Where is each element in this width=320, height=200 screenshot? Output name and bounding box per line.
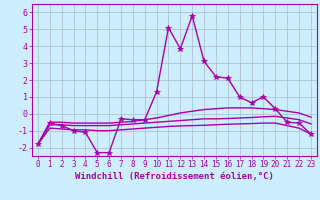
X-axis label: Windchill (Refroidissement éolien,°C): Windchill (Refroidissement éolien,°C)	[75, 172, 274, 181]
